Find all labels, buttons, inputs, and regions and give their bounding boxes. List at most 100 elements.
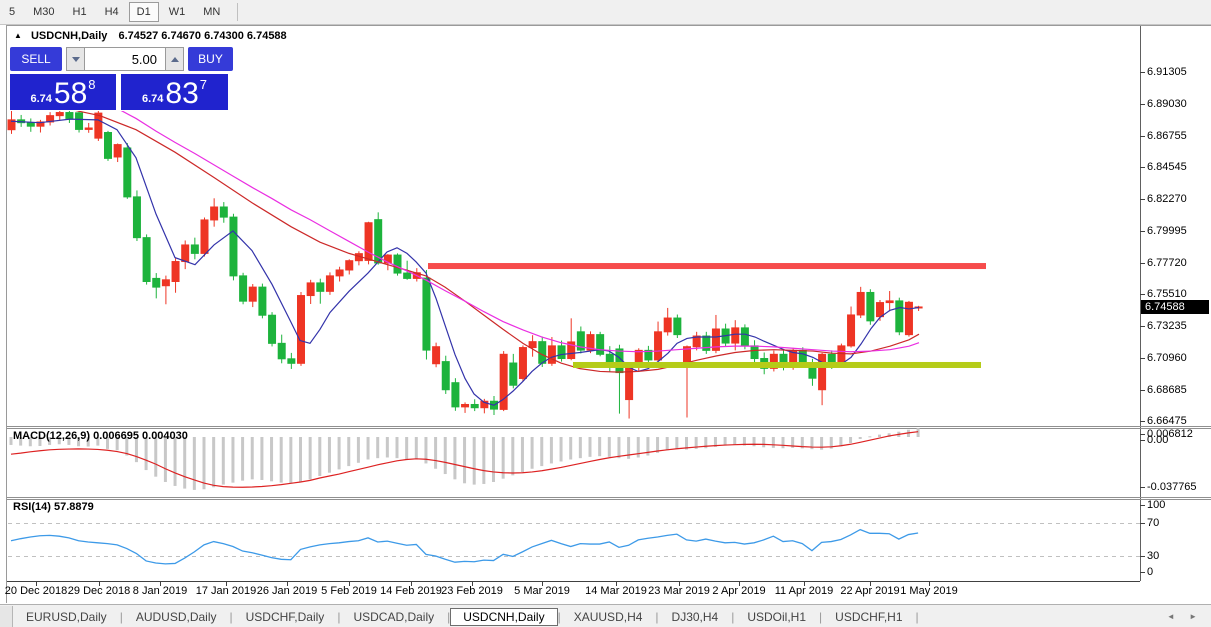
price-axis-label: 6.73235 xyxy=(1147,320,1187,332)
macd-signal-line xyxy=(10,431,919,488)
price-axis-label: 6.68685 xyxy=(1147,384,1187,396)
price-axis-label: 6.89030 xyxy=(1147,98,1187,110)
drawn-objects-layer xyxy=(428,263,986,368)
resistance-line[interactable] xyxy=(428,263,986,270)
current-price-tag: 6.74588 xyxy=(1141,300,1209,314)
time-axis-label: 8 Jan 2019 xyxy=(132,585,188,597)
rsi-line xyxy=(10,528,919,565)
trade-panel-prices: 6.74 58 8 6.74 83 7 xyxy=(10,74,228,110)
buy-button[interactable]: BUY xyxy=(188,47,233,71)
volume-input[interactable] xyxy=(85,47,165,71)
support-line[interactable] xyxy=(573,361,981,368)
time-axis-label: 20 Dec 2018 xyxy=(4,585,68,597)
price-axis-label: 6.86755 xyxy=(1147,130,1187,142)
price-axis-label: 6.91305 xyxy=(1147,66,1187,78)
chart-tab-dj30-h4[interactable]: DJ30,H4 xyxy=(671,609,719,624)
chart-tab-audusd-daily[interactable]: AUDUSD,Daily xyxy=(135,609,217,624)
tab-separator: | xyxy=(229,609,233,624)
time-axis-label: 2 Apr 2019 xyxy=(712,585,766,597)
tab-scroll-arrows: ◄ ► xyxy=(1167,612,1203,621)
time-axis-label: 17 Jan 2019 xyxy=(195,585,257,597)
rsi-label: RSI(14) 57.8879 xyxy=(13,501,94,513)
time-axis-label: 29 Dec 2018 xyxy=(67,585,131,597)
buy-price-big: 83 xyxy=(165,77,199,110)
time-axis-label: 5 Feb 2019 xyxy=(321,585,377,597)
price-axis-label: 6.84545 xyxy=(1147,161,1187,173)
chart-symbol-label: USDCNH,Daily xyxy=(30,30,108,42)
rsi-axis-label: 100 xyxy=(1147,499,1166,511)
timeframe-button-m30[interactable]: M30 xyxy=(33,6,55,18)
price-axis-label: 6.75510 xyxy=(1147,288,1187,300)
time-axis-label: 11 Apr 2019 xyxy=(774,585,834,597)
chart-window-border-top xyxy=(6,25,1211,26)
buy-price-box[interactable]: 6.74 83 7 xyxy=(121,74,228,110)
time-axis-label: 14 Feb 2019 xyxy=(380,585,442,597)
sell-price-sup: 8 xyxy=(88,77,96,92)
triangle-down-icon xyxy=(71,56,80,62)
toolbar-separator xyxy=(237,3,239,21)
chart-tab-usdcad-daily[interactable]: USDCAD,Daily xyxy=(353,609,435,624)
macd-axis-label: 0.006812 xyxy=(1147,428,1193,440)
volume-increase-button[interactable] xyxy=(165,47,184,71)
rsi-axis-label: 30 xyxy=(1147,550,1160,562)
tab-separator: | xyxy=(655,609,659,624)
chart-tab-xauusd-h4[interactable]: XAUUSD,H4 xyxy=(573,609,643,624)
triangle-up-icon xyxy=(170,56,179,62)
chart-tab-usdchf-h1[interactable]: USDCHF,H1 xyxy=(835,609,903,624)
price-axis-label: 6.70960 xyxy=(1147,352,1187,364)
tab-scroll-right-icon[interactable]: ► xyxy=(1189,612,1203,621)
tab-separator: | xyxy=(915,609,919,624)
chart-title: ▲ USDCNH,Daily 6.74527 6.74670 6.74300 6… xyxy=(14,30,287,42)
tab-bar-stub xyxy=(0,606,13,627)
price-axis-label: 6.82270 xyxy=(1147,193,1187,205)
timeframe-button-d1[interactable]: D1 xyxy=(128,2,159,22)
sell-price-box[interactable]: 6.74 58 8 xyxy=(10,74,116,110)
chart-tab-usdoil-h1[interactable]: USDOil,H1 xyxy=(747,609,807,624)
ma-blue-line xyxy=(10,118,920,406)
chart-tab-usdcnh-daily[interactable]: USDCNH,Daily xyxy=(450,607,558,626)
time-axis-label: 22 Apr 2019 xyxy=(840,585,900,597)
time-axis-label: 23 Feb 2019 xyxy=(441,585,503,597)
timeframe-button-h1[interactable]: H1 xyxy=(72,6,87,18)
ma-magenta-line xyxy=(114,106,920,353)
tab-scroll-left-icon[interactable]: ◄ xyxy=(1166,612,1181,621)
chart-tab-eurusd-daily[interactable]: EURUSD,Daily xyxy=(26,609,107,624)
timeframe-button-h4[interactable]: H4 xyxy=(104,6,119,18)
panel-collapse-icon[interactable]: ▲ xyxy=(14,31,22,40)
tab-separator: | xyxy=(557,609,561,624)
tab-separator: | xyxy=(731,609,735,624)
price-axis-label: 6.79995 xyxy=(1147,225,1187,237)
time-axis-label: 26 Jan 2019 xyxy=(256,585,318,597)
time-axis-label: 5 Mar 2019 xyxy=(514,585,570,597)
ma-red-line xyxy=(10,99,920,373)
macd-label: MACD(12,26,9) 0.006695 0.004030 xyxy=(13,430,188,442)
sell-button[interactable]: SELL xyxy=(10,47,62,71)
chart-frame-lines xyxy=(7,26,1211,582)
tabs-holder: EURUSD,Daily | AUDUSD,Daily | USDCHF,Daily | U… xyxy=(13,607,919,626)
tab-separator: | xyxy=(447,609,451,624)
rsi-axis-label: 0 xyxy=(1147,566,1154,578)
chart-ohlc-values: 6.74527 6.74670 6.74300 6.74588 xyxy=(118,30,287,42)
volume-decrease-button[interactable] xyxy=(66,47,85,71)
rsi-level-lines xyxy=(8,523,1140,557)
time-axis-label: 1 May 2019 xyxy=(900,585,958,597)
chart-tab-usdchf-daily[interactable]: USDCHF,Daily xyxy=(245,609,325,624)
tab-separator: | xyxy=(819,609,823,624)
chart-tab-bar: EURUSD,Daily | AUDUSD,Daily | USDCHF,Daily | U… xyxy=(0,604,1211,627)
macd-axis-label: -0.037765 xyxy=(1147,481,1197,493)
macd-histogram xyxy=(9,428,920,490)
price-axis-label: 6.77720 xyxy=(1147,257,1187,269)
timeframe-button-mn[interactable]: MN xyxy=(203,6,221,18)
timeframe-toolbar: 5 M30 H1 H4 D1 W1 MN xyxy=(0,0,1211,25)
tab-separator: | xyxy=(337,609,341,624)
sell-price-prefix: 6.74 xyxy=(30,93,52,105)
timeframe-button-5[interactable]: 5 xyxy=(9,6,16,18)
axis-tick-marks xyxy=(36,72,1145,586)
trade-panel-controls: SELL BUY xyxy=(10,47,233,71)
timeframe-button-w1[interactable]: W1 xyxy=(168,6,186,18)
macd-axis-label: 0.00 xyxy=(1147,434,1169,446)
time-axis-label: 23 Mar 2019 xyxy=(648,585,710,597)
